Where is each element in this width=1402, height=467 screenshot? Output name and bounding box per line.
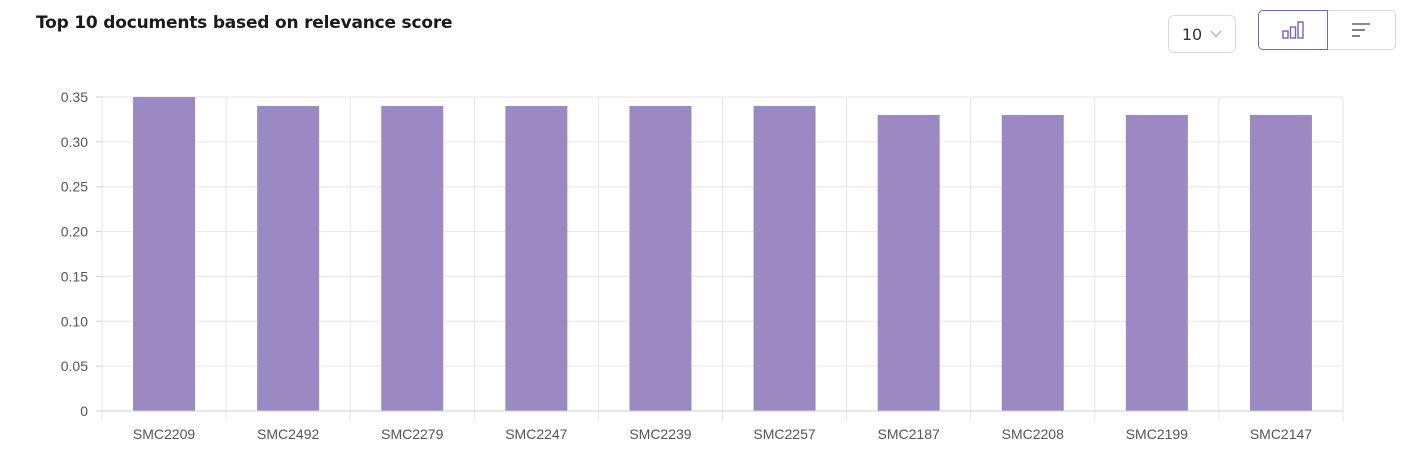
y-tick-label: 0.15 bbox=[61, 268, 88, 284]
x-tick-label: SMC2209 bbox=[133, 426, 195, 442]
chevron-down-icon bbox=[1210, 30, 1222, 38]
bar-chart-icon bbox=[1282, 21, 1304, 39]
bar-smc2187[interactable] bbox=[877, 114, 940, 411]
bar-smc2239[interactable] bbox=[629, 105, 692, 411]
bar-smc2279[interactable] bbox=[381, 105, 444, 411]
x-tick-label: SMC2247 bbox=[505, 426, 567, 442]
bar-smc2209[interactable] bbox=[133, 97, 196, 411]
bar-smc2147[interactable] bbox=[1249, 114, 1312, 411]
bar-smc2208[interactable] bbox=[1001, 114, 1064, 411]
bar-smc2257[interactable] bbox=[753, 105, 816, 411]
list-view-button[interactable] bbox=[1327, 10, 1396, 50]
x-tick-label: SMC2257 bbox=[753, 426, 815, 442]
y-tick-label: 0 bbox=[80, 403, 88, 419]
x-tick-label: SMC2279 bbox=[381, 426, 443, 442]
chart-title: Top 10 documents based on relevance scor… bbox=[36, 13, 453, 33]
bar-smc2247[interactable] bbox=[505, 105, 568, 411]
y-tick-label: 0.30 bbox=[61, 134, 88, 150]
y-tick-label: 0.05 bbox=[61, 358, 88, 374]
y-tick-label: 0.10 bbox=[61, 313, 88, 329]
y-tick-label: 0.35 bbox=[61, 89, 88, 105]
bar-chart-view-button[interactable] bbox=[1258, 10, 1328, 50]
bar-smc2199[interactable] bbox=[1125, 114, 1188, 411]
y-tick-label: 0.20 bbox=[61, 224, 88, 240]
x-tick-label: SMC2187 bbox=[878, 426, 940, 442]
x-tick-label: SMC2239 bbox=[629, 426, 691, 442]
horizontal-bars-icon bbox=[1352, 23, 1371, 37]
x-tick-label: SMC2147 bbox=[1250, 426, 1312, 442]
document-count-select[interactable]: 10 bbox=[1168, 15, 1236, 53]
bar-smc2492[interactable] bbox=[257, 105, 320, 411]
x-tick-label: SMC2492 bbox=[257, 426, 319, 442]
x-tick-label: SMC2199 bbox=[1126, 426, 1188, 442]
view-toggle bbox=[1258, 10, 1396, 50]
y-tick-label: 0.25 bbox=[61, 179, 88, 195]
document-count-value: 10 bbox=[1181, 24, 1203, 44]
x-tick-label: SMC2208 bbox=[1002, 426, 1064, 442]
